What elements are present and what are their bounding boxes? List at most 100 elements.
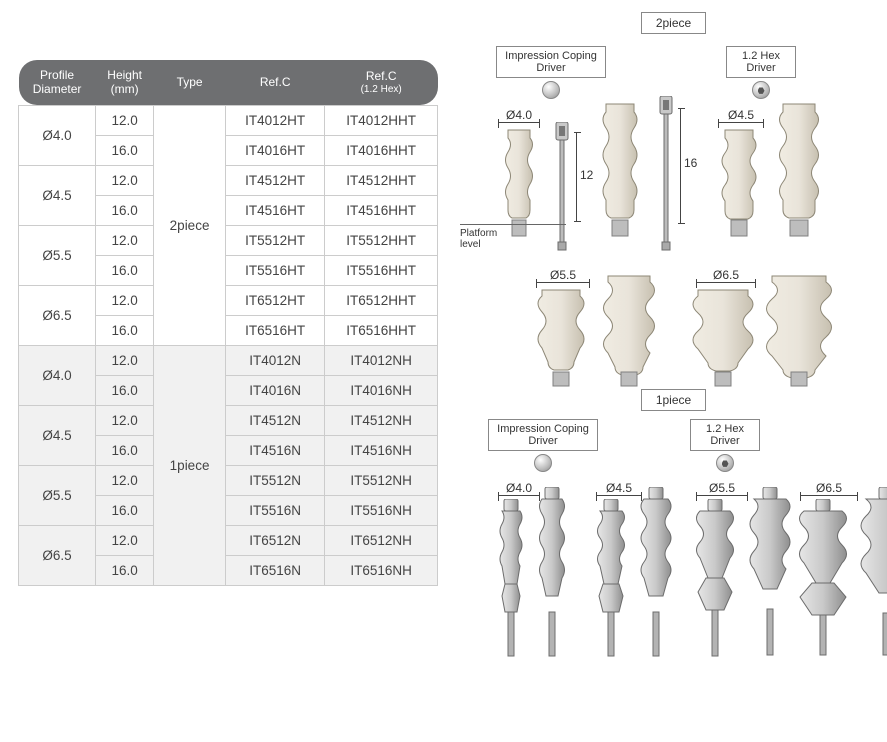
dim-dia55: Ø5.5 bbox=[536, 268, 590, 282]
cell-height: 12.0 bbox=[96, 525, 154, 555]
cell-refc-hex: IT6516NH bbox=[325, 555, 438, 585]
abutment-2p-40-tall bbox=[596, 102, 644, 238]
abutment-1p-45-short bbox=[588, 499, 634, 659]
cell-refc: IT5512HT bbox=[225, 225, 324, 255]
col-type: Type bbox=[154, 60, 226, 105]
cell-refc-hex: IT4016NH bbox=[325, 375, 438, 405]
table-row: Ø5.512.0IT5512NIT5512NH bbox=[19, 465, 438, 495]
cell-refc-hex: IT5512NH bbox=[325, 465, 438, 495]
cell-height: 16.0 bbox=[96, 555, 154, 585]
table-row: Ø4.512.0IT4512HTIT4512HHT bbox=[19, 165, 438, 195]
cell-refc: IT6512N bbox=[225, 525, 324, 555]
cell-refc-hex: IT6516HHT bbox=[325, 315, 438, 345]
cell-height: 16.0 bbox=[96, 315, 154, 345]
abutment-1p-65-tall bbox=[854, 487, 887, 659]
table-row: Ø4.012.02pieceIT4012HTIT4012HHT bbox=[19, 105, 438, 135]
abutment-1p-65-short bbox=[792, 499, 854, 659]
cell-refc-hex: IT4012HHT bbox=[325, 105, 438, 135]
cell-height: 16.0 bbox=[96, 495, 154, 525]
cell-diameter: Ø4.5 bbox=[19, 405, 96, 465]
cell-refc: IT4512N bbox=[225, 405, 324, 435]
abutment-1p-45-tall bbox=[632, 487, 680, 659]
abutment-2p-65-short bbox=[690, 288, 756, 388]
cell-height: 12.0 bbox=[96, 285, 154, 315]
cell-refc-hex: IT4516NH bbox=[325, 435, 438, 465]
cell-refc: IT4012N bbox=[225, 345, 324, 375]
cell-height: 12.0 bbox=[96, 165, 154, 195]
col-profile-diameter: ProfileDiameter bbox=[19, 60, 96, 105]
abutment-2p-45-tall bbox=[774, 102, 824, 238]
cell-diameter: Ø5.5 bbox=[19, 225, 96, 285]
screw-hex-icon-1p bbox=[716, 454, 734, 472]
cell-refc: IT6516N bbox=[225, 555, 324, 585]
cell-height: 12.0 bbox=[96, 465, 154, 495]
cell-height: 16.0 bbox=[96, 195, 154, 225]
tag-1piece: 1piece bbox=[641, 389, 706, 411]
cell-refc-hex: IT5516NH bbox=[325, 495, 438, 525]
col-refc: Ref.C bbox=[225, 60, 324, 105]
hex-driver-label: 1.2 Hex Driver bbox=[726, 46, 796, 78]
cell-type: 1piece bbox=[154, 345, 226, 585]
col-height: Height(mm) bbox=[96, 60, 154, 105]
impression-driver-label-1p: Impression Coping Driver bbox=[488, 419, 598, 451]
cell-refc-hex: IT5516HHT bbox=[325, 255, 438, 285]
cell-refc-hex: IT4512HHT bbox=[325, 165, 438, 195]
tag-2piece: 2piece bbox=[641, 12, 706, 34]
dim-dia40: Ø4.0 bbox=[498, 108, 540, 122]
cell-refc-hex: IT4016HHT bbox=[325, 135, 438, 165]
cell-refc-hex: IT4516HHT bbox=[325, 195, 438, 225]
cell-refc: IT5516HT bbox=[225, 255, 324, 285]
dim-h16: 16 bbox=[684, 156, 697, 170]
spec-table: ProfileDiameter Height(mm) Type Ref.C Re… bbox=[18, 60, 438, 586]
cell-diameter: Ø4.0 bbox=[19, 105, 96, 165]
cell-refc: IT4016N bbox=[225, 375, 324, 405]
cell-refc: IT4012HT bbox=[225, 105, 324, 135]
screw-hex-icon bbox=[752, 81, 770, 99]
cell-refc-hex: IT4012NH bbox=[325, 345, 438, 375]
impression-driver-label: Impression Coping Driver bbox=[496, 46, 606, 78]
platform-label: Platform level bbox=[460, 228, 497, 250]
diagram-1piece: 1piece Impression Coping Driver 1.2 Hex … bbox=[468, 395, 879, 705]
abutment-1p-40-tall bbox=[530, 487, 574, 659]
cell-diameter: Ø4.0 bbox=[19, 345, 96, 405]
table-row: Ø5.512.0IT5512HTIT5512HHT bbox=[19, 225, 438, 255]
cell-refc: IT6516HT bbox=[225, 315, 324, 345]
cell-diameter: Ø6.5 bbox=[19, 525, 96, 585]
cell-refc-hex: IT6512HHT bbox=[325, 285, 438, 315]
dim-dia65: Ø6.5 bbox=[696, 268, 756, 282]
dim-dia45: Ø4.5 bbox=[718, 108, 764, 122]
cell-refc: IT5512N bbox=[225, 465, 324, 495]
table-row: Ø4.512.0IT4512NIT4512NH bbox=[19, 405, 438, 435]
dim1p-dia65: Ø6.5 bbox=[800, 481, 858, 495]
cell-refc: IT5516N bbox=[225, 495, 324, 525]
diagram-2piece: 2piece Impression Coping Driver 1.2 Hex … bbox=[468, 60, 879, 390]
cell-refc-hex: IT6512NH bbox=[325, 525, 438, 555]
hex-driver-label-1p: 1.2 Hex Driver bbox=[690, 419, 760, 451]
table-row: Ø6.512.0IT6512NIT6512NH bbox=[19, 525, 438, 555]
cell-height: 16.0 bbox=[96, 255, 154, 285]
cell-height: 12.0 bbox=[96, 405, 154, 435]
cell-refc-hex: IT5512HHT bbox=[325, 225, 438, 255]
cell-height: 16.0 bbox=[96, 435, 154, 465]
table-row: Ø4.012.01pieceIT4012NIT4012NH bbox=[19, 345, 438, 375]
driver-screw-16 bbox=[654, 96, 678, 252]
cell-diameter: Ø4.5 bbox=[19, 165, 96, 225]
cell-height: 16.0 bbox=[96, 135, 154, 165]
abutment-2p-45-short bbox=[716, 128, 762, 238]
abutment-2p-40-short bbox=[498, 128, 540, 238]
dim1p-dia55: Ø5.5 bbox=[696, 481, 748, 495]
col-refc-hex: Ref.C(1.2 Hex) bbox=[325, 60, 438, 105]
abutment-1p-55-short bbox=[688, 499, 742, 659]
abutment-2p-65-tall bbox=[764, 274, 834, 388]
cell-refc: IT4016HT bbox=[225, 135, 324, 165]
cell-height: 16.0 bbox=[96, 375, 154, 405]
abutment-2p-55-short bbox=[532, 288, 590, 388]
cell-refc-hex: IT4512NH bbox=[325, 405, 438, 435]
cell-refc: IT6512HT bbox=[225, 285, 324, 315]
cell-refc: IT4516HT bbox=[225, 195, 324, 225]
dim-h12: 12 bbox=[580, 168, 593, 182]
abutment-1p-40-short bbox=[490, 499, 532, 659]
driver-screw-12 bbox=[550, 122, 574, 252]
cell-refc: IT4516N bbox=[225, 435, 324, 465]
screw-round-icon-1p bbox=[534, 454, 552, 472]
